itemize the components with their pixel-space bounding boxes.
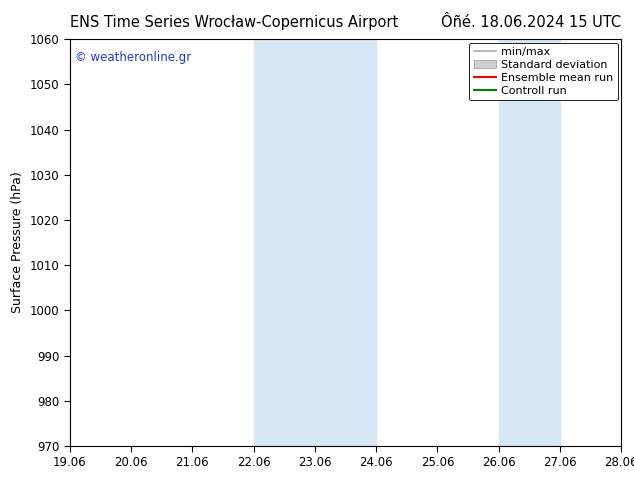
Text: Ôñé. 18.06.2024 15 UTC: Ôñé. 18.06.2024 15 UTC bbox=[441, 15, 621, 30]
Y-axis label: Surface Pressure (hPa): Surface Pressure (hPa) bbox=[11, 172, 24, 314]
Legend: min/max, Standard deviation, Ensemble mean run, Controll run: min/max, Standard deviation, Ensemble me… bbox=[469, 43, 618, 100]
Bar bbox=[254, 39, 376, 446]
Text: © weatheronline.gr: © weatheronline.gr bbox=[75, 51, 191, 64]
Bar bbox=[499, 39, 560, 446]
Text: ENS Time Series Wrocław-Copernicus Airport: ENS Time Series Wrocław-Copernicus Airpo… bbox=[70, 15, 398, 30]
